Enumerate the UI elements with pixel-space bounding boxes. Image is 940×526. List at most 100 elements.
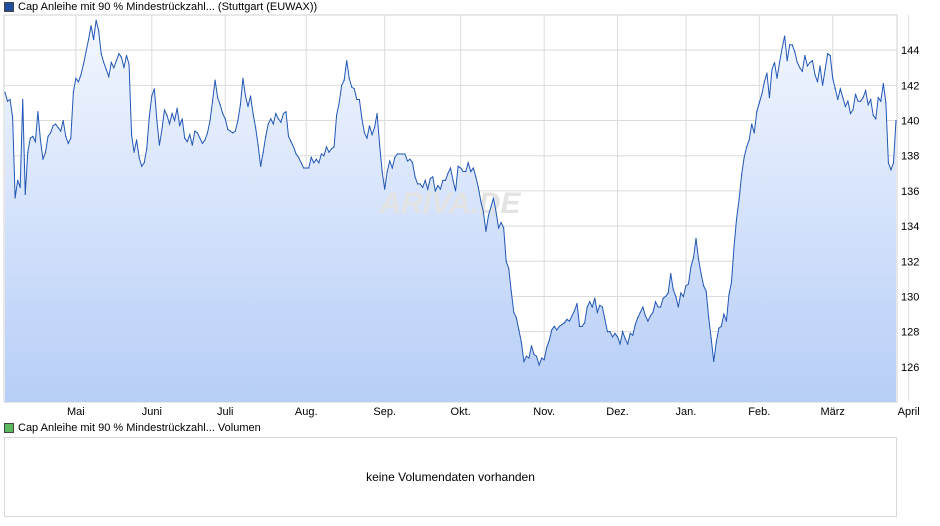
price-point [538,364,540,366]
price-point [17,179,19,181]
price-point [62,119,64,122]
price-point [895,119,897,122]
price-point [113,67,115,69]
price-point [642,306,644,308]
price-point [57,126,59,129]
price-point [460,167,462,169]
price-point [244,95,247,97]
price-point [457,165,459,167]
price-point [771,68,773,71]
price-point [821,84,824,86]
price-point [753,132,755,134]
price-point [214,79,216,81]
price-point [358,98,360,101]
price-point [500,221,502,224]
price-point [211,100,214,102]
price-point [644,315,647,317]
price-point [138,156,140,159]
price-point [49,132,52,134]
price-point [781,47,783,50]
y-tick-label: 138 [901,151,919,163]
price-point [285,111,287,113]
price-point [237,119,239,122]
price-point [768,97,771,99]
price-point [806,65,809,67]
price-point [343,79,345,81]
price-point [551,329,553,331]
price-point [837,98,839,101]
price-point [510,290,512,292]
price-point [723,313,725,315]
price-area [5,20,896,403]
price-point [887,162,890,164]
price-point [247,105,249,108]
price-point [690,265,692,268]
price-point [14,197,16,199]
price-point [786,60,788,62]
price-point [125,54,128,57]
price-point [576,302,578,305]
price-point [870,98,872,101]
x-tick-label: Juli [217,406,234,418]
x-tick-label: Jan. [676,406,697,418]
price-point [819,65,821,67]
price-point [859,100,862,102]
price-point [87,39,90,41]
price-point [434,190,436,192]
price-point [437,185,439,187]
price-point [811,60,814,62]
price-point [60,130,62,132]
price-point [310,156,312,159]
price-point [746,146,748,148]
price-point [758,102,760,104]
price-point [9,98,11,101]
price-point [654,301,657,303]
price-point [92,39,95,41]
y-axis: 126 128 130 132 134 136 138 140 142 144 [901,45,919,374]
price-point [632,334,634,336]
price-point [794,51,796,53]
price-point [42,158,44,160]
price-point [224,118,226,120]
price-point [424,179,426,181]
price-point [535,355,538,357]
watermark-logo: ARIVA.DE [378,187,521,220]
price-point [708,316,710,319]
volume-panel: keine Volumendaten vorhanden [4,437,897,517]
price-point [394,156,396,159]
price-point [308,167,310,169]
price-point [639,311,641,313]
price-point [581,325,583,327]
price-point [804,54,806,57]
price-point [687,283,690,285]
price-point [270,118,272,120]
price-point [867,104,869,106]
price-point [409,158,411,160]
price-points [4,19,897,366]
price-point [222,112,224,115]
price-point [875,118,877,120]
price-point [219,104,221,106]
price-point [573,309,576,312]
price-point [176,107,178,109]
price-point [136,139,138,141]
price-point [55,123,57,125]
price-point [816,81,819,83]
price-point [442,179,444,181]
price-point [452,179,454,181]
y-tick-label: 136 [901,186,919,198]
price-point [348,77,350,79]
price-point [252,112,254,115]
price-point [411,162,414,164]
price-point [105,68,107,71]
price-point [454,190,457,192]
price-point [497,227,500,229]
price-point [743,156,745,159]
price-point [429,178,431,180]
price-point [715,341,717,343]
price-point [148,116,150,118]
price-point [857,100,859,102]
price-point [508,267,510,269]
price-point [611,336,614,338]
price-point [735,218,738,220]
